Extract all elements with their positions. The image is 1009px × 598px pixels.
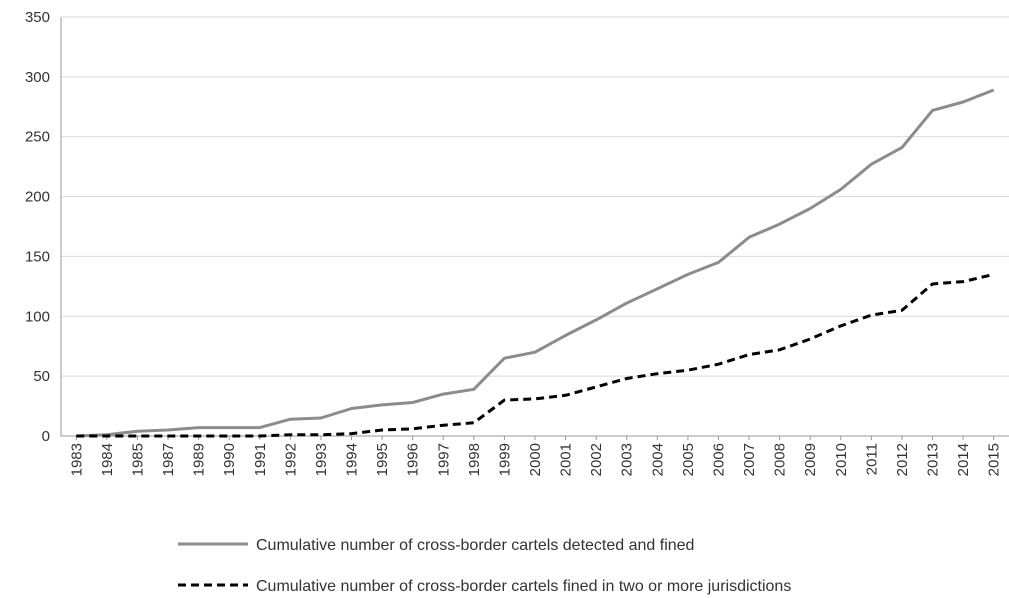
- y-axis-tick-labels: 0 50 100 150 200 250 300 350: [25, 9, 50, 445]
- x-tick-label-1996: 1996: [405, 443, 422, 476]
- x-tick-label-2013: 2013: [925, 443, 942, 476]
- series-lines: [76, 88, 995, 438]
- x-tick-label-1989: 1989: [191, 443, 208, 476]
- x-tick-label-1990: 1990: [221, 443, 238, 476]
- x-tick-label-1987: 1987: [160, 443, 177, 476]
- x-tick-label-2002: 2002: [588, 443, 605, 476]
- x-axis-tick-labels: 1983 1984 1985 1987 1989 1990 1991 1992 1993 1994…: [68, 436, 1003, 476]
- y-tick-label-350: 350: [25, 9, 50, 26]
- x-tick-label-2007: 2007: [741, 443, 758, 476]
- y-tick-label-250: 250: [25, 129, 50, 146]
- x-tick-label-2010: 2010: [833, 443, 850, 476]
- x-tick-label-1994: 1994: [344, 443, 361, 476]
- x-tick-label-2001: 2001: [558, 443, 575, 476]
- x-tick-label-2011: 2011: [863, 443, 880, 475]
- x-tick-label-2000: 2000: [527, 443, 544, 476]
- y-tick-label-50: 50: [33, 368, 50, 385]
- x-tick-label-2012: 2012: [894, 443, 911, 476]
- x-tick-label-1983: 1983: [68, 443, 85, 476]
- x-tick-label-1997: 1997: [435, 443, 452, 476]
- gridlines: [61, 16, 1009, 377]
- x-tick-label-1984: 1984: [99, 443, 116, 476]
- x-tick-label-2015: 2015: [986, 443, 1003, 476]
- series-line-detected-fined: [76, 88, 995, 438]
- y-tick-label-200: 200: [25, 189, 50, 206]
- x-tick-label-1999: 1999: [496, 443, 513, 476]
- x-tick-label-1992: 1992: [282, 443, 299, 476]
- y-tick-label-300: 300: [25, 69, 50, 86]
- x-tick-label-2006: 2006: [710, 443, 727, 476]
- legend-label-two-or-more-jurisdictions: Cumulative number of cross-border cartel…: [256, 578, 791, 595]
- y-tick-label-0: 0: [42, 428, 50, 445]
- x-tick-label-2014: 2014: [955, 443, 972, 476]
- x-tick-label-1995: 1995: [374, 443, 391, 476]
- x-tick-label-2008: 2008: [772, 443, 789, 476]
- legend-label-detected-fined: Cumulative number of cross-border cartel…: [256, 537, 694, 554]
- x-tick-label-2004: 2004: [649, 443, 666, 476]
- x-tick-label-1993: 1993: [313, 443, 330, 476]
- x-tick-label-1985: 1985: [129, 443, 146, 476]
- x-tick-label-2003: 2003: [619, 443, 636, 476]
- x-tick-label-2009: 2009: [802, 443, 819, 476]
- y-tick-label-100: 100: [25, 308, 50, 325]
- series-line-two-or-more-jurisdictions: [76, 272, 995, 438]
- legend: Cumulative number of cross-border cartel…: [178, 537, 791, 595]
- x-tick-label-1998: 1998: [466, 443, 483, 476]
- y-tick-label-150: 150: [25, 248, 50, 265]
- x-tick-label-2005: 2005: [680, 443, 697, 476]
- x-tick-label-1991: 1991: [252, 443, 269, 476]
